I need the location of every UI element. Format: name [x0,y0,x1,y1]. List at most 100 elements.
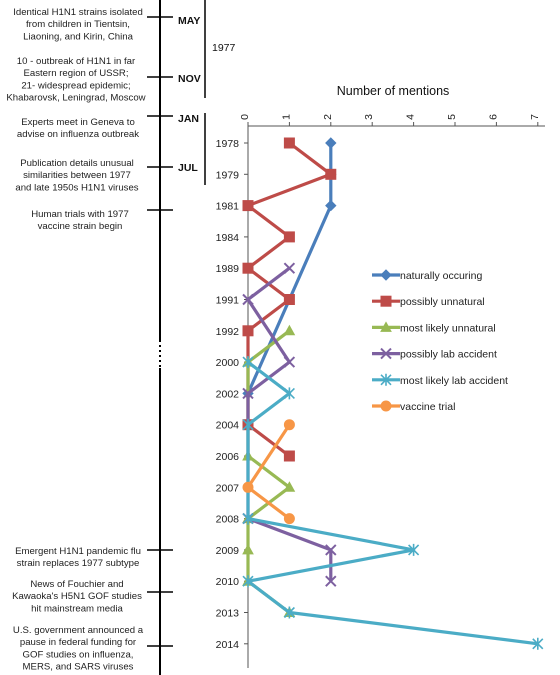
month-label-jul: JUL [178,162,198,174]
timeline-event-line: MERS, and SARS viruses [23,662,134,673]
data-point [283,324,296,336]
legend-label: naturally occuring [400,270,482,282]
data-point [532,637,544,650]
data-point [242,575,254,588]
y-tick-label: 2007 [216,482,240,494]
timeline-events: Identical H1N1 strains isolated from chil… [6,7,173,673]
y-tick-label: 2006 [216,451,240,463]
timeline-event-ussr: 10 - outbreak of H1N1 in far Eastern regi… [6,56,145,104]
x-tick-label: 3 [363,114,375,120]
legend: naturally occuring possibly unnatural most… [372,269,508,413]
y-tick-label: 2000 [216,357,240,369]
legend-label: most likely lab accident [400,375,508,387]
timeline-event-line: from children in Tientsin, [26,19,130,30]
y-tick-label: 1984 [216,232,240,244]
y-tick-label: 2004 [216,420,240,432]
y-tick-label: 2013 [216,608,240,620]
x-tick-label: 7 [529,114,541,120]
legend-item: possibly unnatural [372,295,485,308]
timeline-event-line: vaccine strain begin [38,221,123,232]
series-possibly-unnatural [242,137,337,462]
x-tick-label: 1 [280,114,292,120]
series-vaccine-trial [242,419,295,525]
x-tick-label: 4 [405,114,417,120]
timeline-event-line: 10 - outbreak of H1N1 in far [17,56,136,67]
timeline-event-line: Identical H1N1 strains isolated [13,7,143,18]
timeline-event-line: strain replaces 1977 subtype [17,558,140,569]
mentions-chart: Number of mentions 0 1 2 3 4 5 6 7 1978 1979 1981… [216,84,545,668]
data-point [242,200,254,212]
timeline-event-line: Emergent H1N1 pandemic flu [15,546,141,557]
data-point [283,356,296,368]
month-label-jan: JAN [178,113,199,125]
legend-label: possibly lab accident [400,349,497,361]
timeline-event-line: pause in federal funding for [20,637,137,648]
month-label-nov: NOV [178,73,201,85]
legend-item: most likely lab accident [372,373,508,387]
y-tick-label: 2009 [216,545,240,557]
legend-label: most likely unnatural [400,322,496,334]
data-point [325,199,337,212]
timeline-event-line: Publication details unusual [20,158,134,169]
x-tick-label: 0 [239,114,251,120]
y-tick-label: 1979 [216,169,240,181]
y-tick-label: 2002 [216,388,240,400]
data-point [380,347,392,360]
data-point [380,400,392,412]
data-point [242,325,254,337]
data-point [325,168,337,180]
timeline-event-line: Experts meet in Geneva to [21,117,135,128]
data-point [242,356,254,369]
series-line [246,360,539,646]
timeline-event-line: 21- widespread epidemic; [21,80,130,91]
legend-item: most likely unnatural [372,321,496,334]
x-tick-label: 5 [446,114,458,120]
data-point [283,294,295,305]
timeline-event-fouchier: News of Fouchier and Kawaoka's H5N1 GOF s… [12,579,142,614]
timeline-event-trials: Human trials with 1977 vaccine strain beg… [31,209,129,232]
timeline-months: MAY NOV JAN JUL [178,15,201,174]
data-point [380,269,392,281]
y-tick-label: 1978 [216,138,240,150]
y-tick-label: 1981 [216,201,240,213]
data-point [283,419,295,431]
x-axis-title: Number of mentions [337,84,450,98]
data-point [380,321,392,332]
timeline-event-pandemic: Emergent H1N1 pandemic flu strain replace… [15,546,141,569]
data-point [242,543,254,555]
data-point [242,387,254,400]
timeline-event-publication: Publication details unusual similarities … [15,158,138,193]
y-tick-label: 1992 [216,326,240,338]
timeline-event-line: advise on influenza outbreak [17,129,139,140]
y-axis-ticks: 1978 1979 1981 1984 1989 1991 1992 2000 2002 2004… [216,138,248,651]
series-possibly-lab-accident [242,262,337,587]
y-tick-label: 2008 [216,514,240,526]
timeline-event-funding: U.S. government announced a pause in fede… [13,625,144,673]
data-point [283,231,295,243]
data-point [380,373,392,386]
data-point [242,293,254,306]
data-point [242,481,254,493]
timeline-event-line: News of Fouchier and [30,579,123,590]
month-label-may: MAY [178,15,200,27]
data-point [242,512,254,525]
data-point [283,513,295,525]
timeline-event-strains: Identical H1N1 strains isolated from chil… [13,7,143,42]
timeline-event-line: Human trials with 1977 [31,209,129,220]
y-tick-label: 1991 [216,295,240,307]
data-point [408,543,420,556]
data-point [325,137,337,149]
data-point [283,606,295,619]
timeline-event-line: and late 1950s H1N1 viruses [15,182,138,193]
y-tick-label: 2010 [216,576,240,588]
data-point [283,262,296,274]
data-point [325,544,337,556]
timeline: 1977 Identical H1N1 strains isolated from… [6,0,236,675]
legend-label: possibly unnatural [400,296,485,308]
data-point [325,575,337,587]
x-axis-ticks: 0 1 2 3 4 5 6 7 [239,114,541,126]
timeline-event-geneva: Experts meet in Geneva to advise on influ… [17,117,139,140]
x-tick-label: 2 [322,114,334,120]
timeline-event-line: Kawaoka's H5N1 GOF studies [12,591,142,602]
